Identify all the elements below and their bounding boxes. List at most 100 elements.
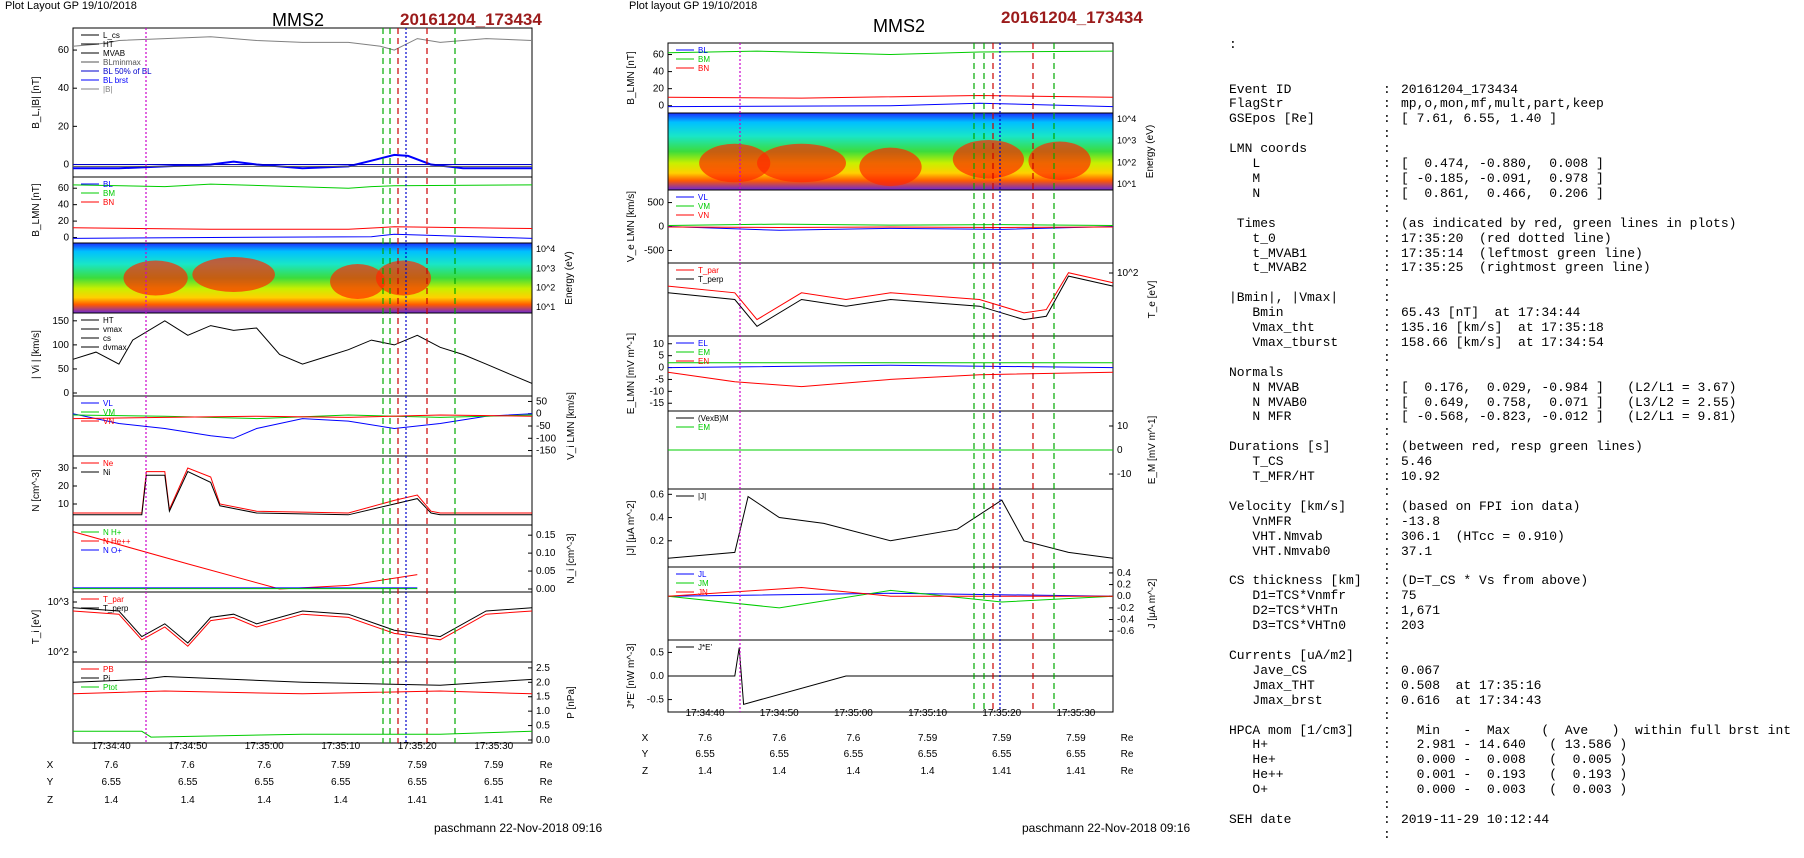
left-orbit-value: 7.6 <box>257 760 271 771</box>
left-B_LMN-series-BL <box>72 233 533 239</box>
info-colon: : <box>1383 484 1391 499</box>
right-E_LMN-ytick: 10 <box>653 339 665 350</box>
right-panel-B_LMN <box>667 42 1114 114</box>
info-colon: : <box>1383 156 1391 172</box>
left-BL_B-legend-label: BL 50% of BL <box>103 67 152 76</box>
left-BL_B-ytick: 40 <box>58 83 70 94</box>
info-row: T_MFR/HT:10.92 <box>1229 469 1799 485</box>
left-orbit-value: 6.55 <box>408 777 428 788</box>
left-density-ytick: 20 <box>58 481 70 492</box>
right-spectrogram-hotspot <box>1028 141 1091 180</box>
left-pressure-ytick: 0.5 <box>536 721 550 732</box>
right-E_LMN-legend-label: EL <box>698 339 708 348</box>
info-row: VnMFR: -13.8 <box>1229 514 1799 530</box>
left-Vi_LMN-series-VL <box>72 413 533 439</box>
info-row: FlagStr: mp,o,mon,mf,mult,part,keep <box>1229 97 1799 112</box>
info-row: : <box>1229 559 1799 575</box>
right-orbit-value: 7.6 <box>846 733 860 744</box>
left-B_LMN-legend-label: BN <box>103 198 114 207</box>
left-orbit-value: 7.6 <box>104 760 118 771</box>
info-row: Currents [uA/m2]: <box>1229 648 1799 664</box>
right-orbit-value: 6.55 <box>1066 749 1086 760</box>
right-orbit-value: 7.59 <box>992 733 1012 744</box>
info-value: (D=T_CS * Vs from above) <box>1401 573 1589 589</box>
info-colon: : <box>1383 454 1391 470</box>
info-row: Jmax_brst:0.616 at 17:34:43 <box>1229 692 1799 709</box>
info-key: Jave_CS <box>1229 662 1308 678</box>
right-spectrogram-tick: 10^3 <box>1117 136 1136 146</box>
info-row: D3=TCS*VHTn0:203 <box>1229 618 1799 634</box>
right-time-tick-label: 17:35:10 <box>908 708 947 719</box>
right-J_mag-ylabel: |J| [μA m^-2] <box>626 500 637 555</box>
left-B_LMN-ytick: 60 <box>58 183 70 194</box>
left-Vi_LMN-legend-label: VM <box>103 408 115 417</box>
right-B_LMN-ylabel: B_LMN [nT] <box>626 51 637 105</box>
info-value: (between red, resp green lines) <box>1401 439 1643 455</box>
info-key: LMN coords <box>1229 141 1308 157</box>
left-B_LMN-legend-label: BM <box>103 189 115 198</box>
info-key: L <box>1229 156 1261 172</box>
info-key <box>1229 276 1383 291</box>
right-EM-ytick: 10 <box>1117 421 1129 432</box>
right-J_LMN-series-JN <box>667 586 1113 597</box>
right-orbit-row-label: Y <box>642 749 649 760</box>
info-key: Jmax_brst <box>1229 692 1323 708</box>
info-value: 20161204_173434 <box>1401 81 1519 97</box>
info-key: N MFR <box>1229 409 1292 425</box>
right-spectrogram-hotspot <box>952 139 1024 179</box>
left-orbit-value: 7.59 <box>408 760 428 771</box>
info-row: t_MVAB2:17:35:25 (rightmost green line) <box>1229 261 1799 276</box>
left-Ti-series-T-perp <box>72 607 533 644</box>
info-row: LMN coords: <box>1229 141 1799 157</box>
right-orbit-value: 6.55 <box>844 749 864 760</box>
left-B_LMN-ytick: 40 <box>58 200 70 211</box>
info-key: D3=TCS*VHTn0 <box>1229 618 1347 634</box>
left-pressure-series-Pi <box>72 675 533 686</box>
info-value: 17:35:20 (red dotted line) <box>1401 230 1612 246</box>
left-spacecraft-title: MMS2 <box>272 10 325 30</box>
info-colon: : <box>1383 424 1391 440</box>
left-Vi_LMN-ylabel: V_i LMN [km/s] <box>566 392 577 460</box>
right-orbit-unit: Re <box>1121 733 1134 744</box>
left-Vi_mag-ytick: 100 <box>52 340 69 351</box>
info-key <box>1229 709 1383 724</box>
info-colon: : <box>1383 111 1391 127</box>
info-key: He+ <box>1229 752 1276 768</box>
left-BL_B-ytick: 60 <box>58 45 70 56</box>
info-colon: : <box>1383 543 1391 559</box>
info-colon: : <box>1383 305 1391 321</box>
right-orbit-value: 7.6 <box>698 733 712 744</box>
info-row: GSEpos [Re]: [ 7.61, 6.55, 1.40 ] <box>1229 111 1799 127</box>
left-pressure-ytick: 1.5 <box>536 692 550 703</box>
left-spectrogram-hotspot <box>192 257 275 292</box>
right-Ve_LMN-ytick: 0 <box>658 222 664 233</box>
info-value: 5.46 <box>1401 454 1433 470</box>
info-colon: : <box>1383 722 1391 738</box>
left-pressure-legend-label: PB <box>103 665 114 674</box>
left-orbit-value: 1.4 <box>334 795 348 806</box>
left-Vi_LMN-series-VN <box>72 414 533 420</box>
right-JE-ytick: 0.5 <box>650 647 664 658</box>
info-key: Durations [s] <box>1229 439 1331 455</box>
right-Te-series-T-perp <box>667 275 1114 327</box>
left-orbit-value: 1.41 <box>408 795 428 806</box>
right-J_mag-ytick: 0.4 <box>650 513 664 524</box>
right-JE-legend-label: J*E' <box>698 643 712 652</box>
left-BL_B-legend-label: |B| <box>103 85 113 94</box>
right-Ve_LMN-series-VN <box>667 226 1114 229</box>
info-colon: : <box>1383 826 1391 842</box>
right-Ve_LMN-ytick: -500 <box>644 245 664 256</box>
left-Vi_LMN-ytick: -50 <box>536 421 551 432</box>
left-hpca-legend-label: N O+ <box>103 546 122 555</box>
info-value: [ 0.474, -0.880, 0.008 ] <box>1401 156 1604 172</box>
info-key: Normals <box>1229 364 1284 380</box>
info-row: D2=TCS*VHTn:1,671 <box>1229 603 1799 619</box>
info-key: He++ <box>1229 767 1284 783</box>
right-EM-ylabel: E_M [mV m^-1] <box>1147 415 1158 484</box>
info-value: 0.067 <box>1401 662 1441 678</box>
info-colon: : <box>1383 528 1391 544</box>
left-spectrogram-hotspot <box>123 260 188 296</box>
info-row: Jmax_THT:0.508 at 17:35:16 <box>1229 678 1799 694</box>
left-Vi_mag-legend-label: cs <box>103 334 111 343</box>
right-orbit-value: 7.6 <box>772 733 786 744</box>
